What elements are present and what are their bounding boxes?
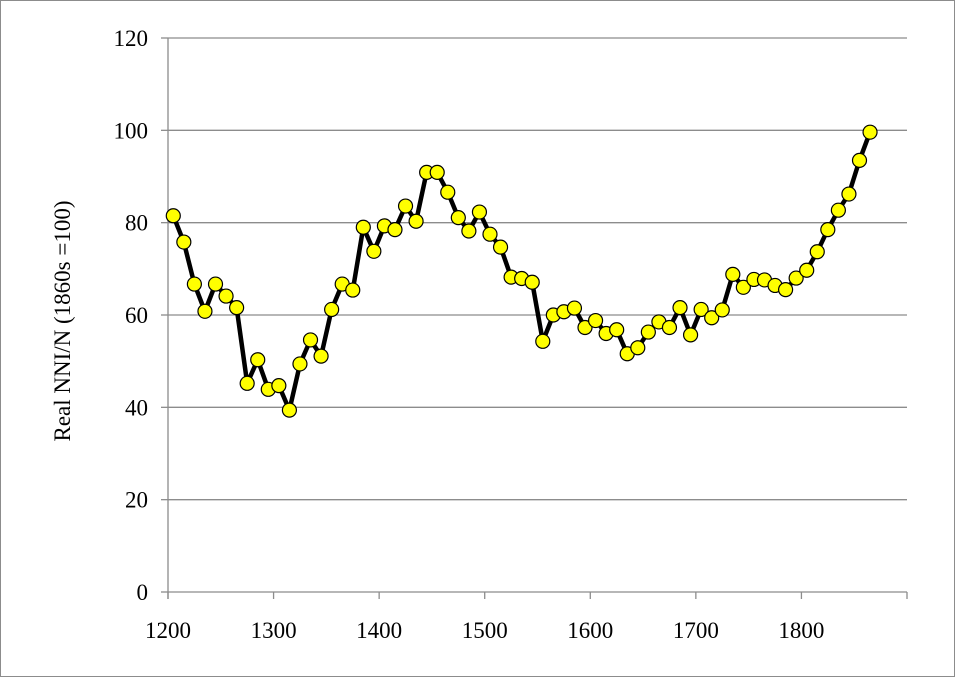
y-tick-label: 20 xyxy=(125,488,148,513)
y-tick-label: 60 xyxy=(125,303,148,328)
data-point xyxy=(366,243,382,259)
data-point xyxy=(830,202,846,218)
data-point xyxy=(609,322,625,338)
data-point xyxy=(524,274,540,290)
data-point xyxy=(630,340,646,356)
data-point xyxy=(682,327,699,343)
y-tick-label: 80 xyxy=(125,211,148,236)
data-point xyxy=(862,124,878,140)
data-point xyxy=(176,234,192,250)
data-point xyxy=(788,270,804,286)
x-tick-label: 1800 xyxy=(778,618,824,643)
x-tick-label: 1500 xyxy=(462,618,508,643)
data-point xyxy=(461,223,477,239)
x-tick-label: 1400 xyxy=(356,618,402,643)
data-point xyxy=(313,348,329,364)
data-point xyxy=(292,356,308,372)
data-point xyxy=(186,276,202,292)
data-point xyxy=(809,244,825,260)
data-point xyxy=(324,301,340,318)
data-point xyxy=(851,152,868,168)
data-point xyxy=(302,332,319,348)
data-point xyxy=(640,324,656,340)
data-point xyxy=(799,262,815,278)
data-point xyxy=(440,184,456,200)
y-tick-label: 100 xyxy=(114,118,149,143)
data-point xyxy=(397,198,414,214)
data-point xyxy=(841,186,857,202)
data-point xyxy=(197,303,213,319)
data-point xyxy=(471,204,488,220)
data-point xyxy=(482,226,498,242)
x-tick-label: 1300 xyxy=(251,618,297,643)
data-point xyxy=(735,279,751,295)
data-point xyxy=(714,302,730,318)
data-point xyxy=(777,282,794,298)
data-point xyxy=(587,312,604,329)
data-point xyxy=(725,266,741,282)
data-point xyxy=(281,402,298,418)
y-tick-label: 120 xyxy=(114,26,149,51)
x-tick-label: 1600 xyxy=(567,618,613,643)
x-tick-label: 1700 xyxy=(673,618,719,643)
data-point xyxy=(165,208,181,224)
data-point xyxy=(250,352,266,368)
data-point xyxy=(672,300,688,316)
data-point xyxy=(693,301,709,318)
data-point xyxy=(535,333,551,349)
data-point xyxy=(387,221,403,238)
data-point xyxy=(450,209,466,226)
data-point xyxy=(704,310,720,326)
data-point xyxy=(271,378,287,394)
data-point xyxy=(239,375,255,391)
data-point xyxy=(229,300,245,316)
y-tick-label: 40 xyxy=(125,395,148,420)
data-point xyxy=(566,300,583,316)
y-axis-label: Real NNI/N (1860s =100) xyxy=(50,200,75,441)
data-point xyxy=(345,282,361,298)
data-point xyxy=(218,288,234,304)
data-point xyxy=(820,221,836,238)
data-point xyxy=(492,239,509,255)
data-point xyxy=(355,219,371,235)
y-tick-label: 0 xyxy=(137,580,149,605)
x-tick-label: 1200 xyxy=(145,618,191,643)
data-point xyxy=(207,276,224,292)
data-point xyxy=(429,164,445,180)
data-point xyxy=(408,213,424,229)
data-point xyxy=(577,319,593,336)
data-point xyxy=(661,319,678,336)
